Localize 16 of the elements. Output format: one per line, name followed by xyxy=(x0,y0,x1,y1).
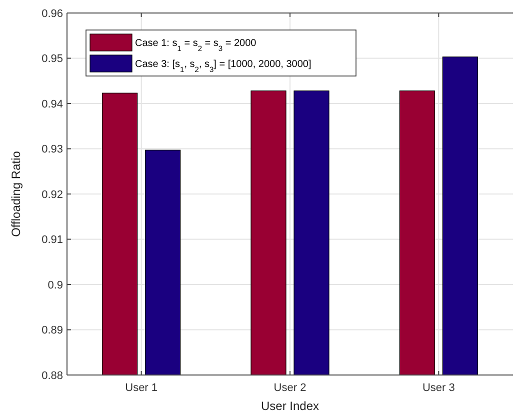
y-tick-label: 0.94 xyxy=(42,98,63,110)
x-tick-label: User 2 xyxy=(274,382,306,394)
y-tick-label: 0.93 xyxy=(42,144,63,156)
y-tick-label: 0.9 xyxy=(48,279,63,292)
y-tick-label: 0.92 xyxy=(42,188,63,201)
y-tick-label: 0.88 xyxy=(42,370,63,382)
x-tick-label: User 3 xyxy=(422,382,455,394)
legend-label: Case 3: [s$_{1}$, s$_{2}$, s$_{3}$] = [1000, 2000, 3000] xyxy=(135,59,312,74)
y-tick-label: 0.89 xyxy=(42,324,63,337)
y-axis-title: Offloading Ratio xyxy=(9,150,23,237)
legend-label: Case 1: s$_{1}$ = s$_{2}$ = s$_{3}$ = 2000 xyxy=(135,38,257,52)
y-tick-label: 0.91 xyxy=(42,234,63,246)
x-axis-title: User Index xyxy=(260,399,320,413)
y-tick-label: 0.96 xyxy=(42,8,63,20)
x-tick-label: User 1 xyxy=(125,382,158,394)
y-tick-label: 0.95 xyxy=(42,53,63,66)
